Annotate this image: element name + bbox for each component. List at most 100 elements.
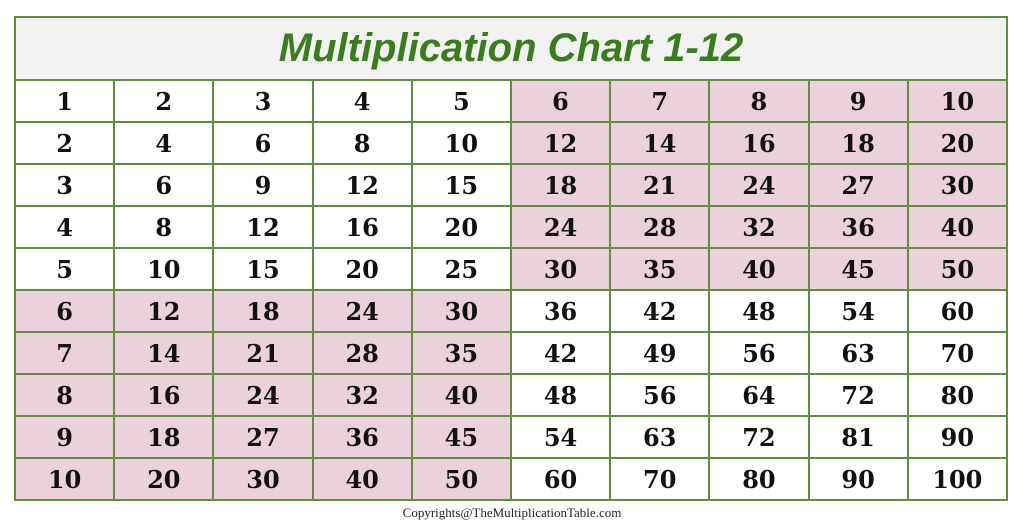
table-cell: 45 <box>807 247 909 291</box>
table-cell: 48 <box>509 373 612 417</box>
table-cell: 100 <box>906 457 1009 501</box>
table-cell: 21 <box>609 163 711 207</box>
table-cell: 54 <box>509 415 612 459</box>
table-cell: 50 <box>906 247 1009 291</box>
table-cell: 72 <box>807 373 909 417</box>
table-cell: 16 <box>311 205 413 249</box>
table-cell: 9 <box>807 79 909 123</box>
table-cell: 56 <box>609 373 711 417</box>
table-cell: 7 <box>13 331 116 375</box>
table-cell: 24 <box>708 163 810 207</box>
table-cell: 42 <box>509 331 612 375</box>
table-cell: 15 <box>212 247 314 291</box>
table-cell: 63 <box>807 331 909 375</box>
table-cell: 40 <box>906 205 1009 249</box>
table-cell: 28 <box>311 331 413 375</box>
table-cell: 40 <box>410 373 512 417</box>
table-cell: 8 <box>708 79 810 123</box>
table-cell: 28 <box>609 205 711 249</box>
table-cell: 32 <box>311 373 413 417</box>
table-cell: 36 <box>807 205 909 249</box>
table-cell: 64 <box>708 373 810 417</box>
table-cell: 42 <box>609 289 711 333</box>
table-cell: 8 <box>13 373 116 417</box>
chart-title: Multiplication Chart 1-12 <box>14 16 1008 81</box>
table-cell: 80 <box>708 457 810 501</box>
table-cell: 2 <box>113 79 215 123</box>
table-cell: 6 <box>13 289 116 333</box>
table-cell: 63 <box>609 415 711 459</box>
table-cell: 20 <box>113 457 215 501</box>
table-cell: 3 <box>212 79 314 123</box>
table-row: 8 16 24 32 40 48 56 64 72 80 <box>13 373 1009 417</box>
table-cell: 7 <box>609 79 711 123</box>
table-cell: 6 <box>509 79 612 123</box>
table-cell: 2 <box>13 121 116 165</box>
table-cell: 20 <box>410 205 512 249</box>
table-cell: 60 <box>906 289 1009 333</box>
table-cell: 90 <box>807 457 909 501</box>
table-cell: 21 <box>212 331 314 375</box>
table-cell: 12 <box>311 163 413 207</box>
table-cell: 81 <box>807 415 909 459</box>
table-cell: 6 <box>212 121 314 165</box>
table-cell: 20 <box>311 247 413 291</box>
table-cell: 35 <box>410 331 512 375</box>
table-cell: 16 <box>113 373 215 417</box>
table-cell: 27 <box>212 415 314 459</box>
table-cell: 90 <box>906 415 1009 459</box>
table-cell: 30 <box>509 247 612 291</box>
table-cell: 10 <box>906 79 1009 123</box>
table-cell: 72 <box>708 415 810 459</box>
table-cell: 5 <box>410 79 512 123</box>
multiplication-table: Multiplication Chart 1-12 1 2 3 4 5 6 7 8 9 10 2 4 6… <box>13 16 1009 501</box>
table-cell: 5 <box>13 247 116 291</box>
table-cell: 10 <box>410 121 512 165</box>
table-row: 7 14 21 28 35 42 49 56 63 70 <box>13 331 1009 375</box>
table-cell: 9 <box>212 163 314 207</box>
table-cell: 54 <box>807 289 909 333</box>
table-cell: 35 <box>609 247 711 291</box>
copyright-footer: Copyrights@TheMultiplicationTable.com <box>402 505 622 520</box>
table-cell: 32 <box>708 205 810 249</box>
table-cell: 9 <box>13 415 116 459</box>
table-cell: 24 <box>311 289 413 333</box>
table-cell: 45 <box>410 415 512 459</box>
table-cell: 10 <box>13 457 116 501</box>
table-cell: 16 <box>708 121 810 165</box>
table-row: 4 8 12 16 20 24 28 32 36 40 <box>13 205 1009 249</box>
table-cell: 18 <box>807 121 909 165</box>
table-cell: 27 <box>807 163 909 207</box>
table-cell: 18 <box>113 415 215 459</box>
table-cell: 4 <box>311 79 413 123</box>
table-cell: 30 <box>212 457 314 501</box>
table-cell: 56 <box>708 331 810 375</box>
table-cell: 40 <box>708 247 810 291</box>
table-cell: 3 <box>13 163 116 207</box>
table-cell: 4 <box>13 205 116 249</box>
table-cell: 25 <box>410 247 512 291</box>
table-row: 3 6 9 12 15 18 21 24 27 30 <box>13 163 1009 207</box>
table-cell: 36 <box>509 289 612 333</box>
table-cell: 50 <box>410 457 512 501</box>
table-cell: 18 <box>212 289 314 333</box>
table-cell: 30 <box>906 163 1009 207</box>
table-cell: 15 <box>410 163 512 207</box>
table-cell: 8 <box>311 121 413 165</box>
table-cell: 70 <box>609 457 711 501</box>
table-cell: 14 <box>113 331 215 375</box>
table-cell: 18 <box>509 163 612 207</box>
table-cell: 8 <box>113 205 215 249</box>
table-cell: 10 <box>113 247 215 291</box>
table-row: 2 4 6 8 10 12 14 16 18 20 <box>13 121 1009 165</box>
table-cell: 6 <box>113 163 215 207</box>
table-cell: 14 <box>609 121 711 165</box>
table-cell: 4 <box>113 121 215 165</box>
table-cell: 1 <box>13 79 116 123</box>
table-cell: 40 <box>311 457 413 501</box>
table-row: 10 20 30 40 50 60 70 80 90 100 <box>13 457 1009 501</box>
table-cell: 30 <box>410 289 512 333</box>
table-cell: 12 <box>113 289 215 333</box>
table-cell: 24 <box>509 205 612 249</box>
table-cell: 24 <box>212 373 314 417</box>
